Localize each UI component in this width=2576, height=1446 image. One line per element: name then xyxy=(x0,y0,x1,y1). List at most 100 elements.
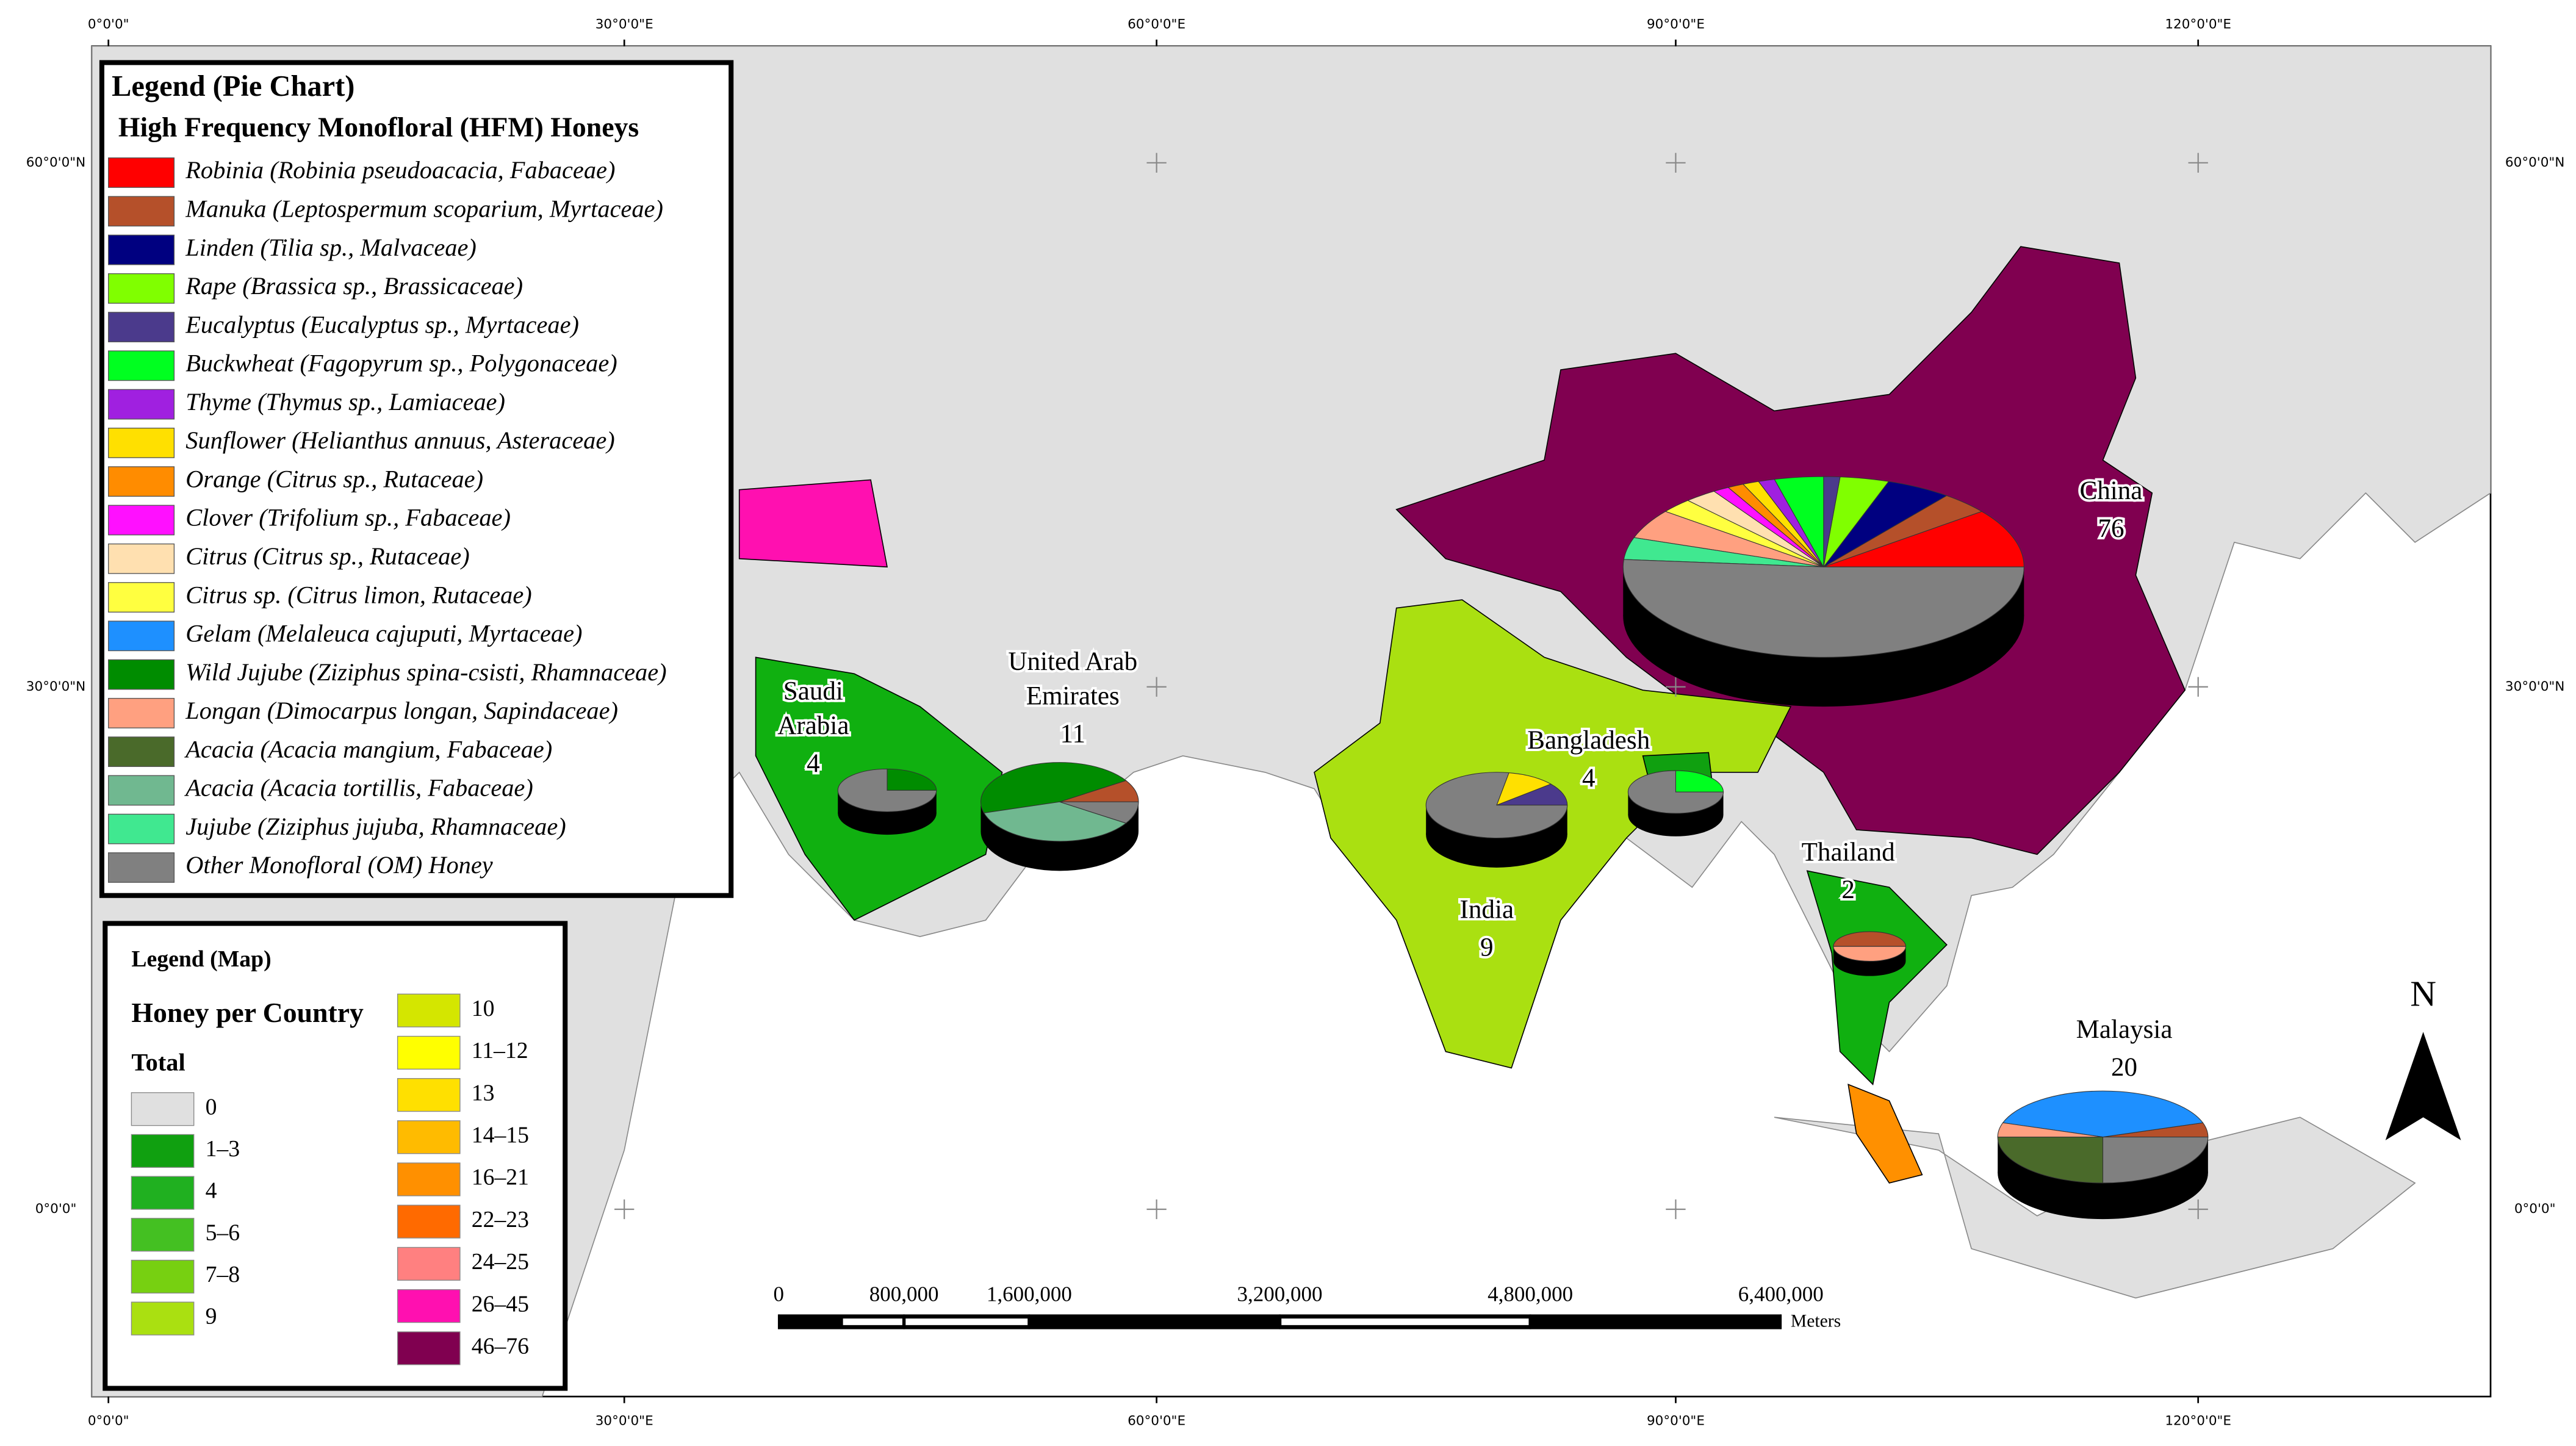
pie-slice xyxy=(980,762,1127,814)
lon-label: 30°0'0"E xyxy=(595,17,653,32)
pie-slice xyxy=(2002,1090,2204,1138)
legend-swatch xyxy=(108,697,175,728)
class-label: 7–8 xyxy=(206,1262,240,1287)
country-name: India xyxy=(1460,896,1514,924)
lat-label: 0°0'0" xyxy=(35,1201,77,1217)
country-total: 2 xyxy=(1841,876,1855,904)
north-arrow-shape xyxy=(2385,1032,2461,1140)
legend-swatch xyxy=(108,736,175,768)
legend-label: Eucalyptus (Eucalyptus sp., Myrtaceae) xyxy=(185,311,579,338)
map-legend-subtitle: Honey per Country xyxy=(131,997,364,1028)
pie-slice xyxy=(1622,559,2024,658)
class-swatch xyxy=(131,1301,195,1336)
graticule-cross xyxy=(1666,153,1686,173)
legend-label: Rape (Brassica sp., Brassicaceae) xyxy=(185,272,523,300)
class-label: 46–76 xyxy=(472,1333,529,1359)
class-swatch xyxy=(397,1078,461,1112)
pie-slice xyxy=(1425,772,1568,838)
legend-swatch xyxy=(108,775,175,806)
graticule-cross xyxy=(2188,677,2208,697)
class-label: 16–21 xyxy=(472,1165,529,1190)
scale-segment xyxy=(843,1318,902,1325)
legend-swatch xyxy=(108,582,175,613)
pie-slice xyxy=(1823,511,2024,567)
thailand xyxy=(1806,870,1948,1086)
legend-swatch xyxy=(108,157,175,188)
lon-label: 90°0'0"E xyxy=(1647,17,1705,32)
legend-label: Longan (Dimocarpus longan, Sapindaceae) xyxy=(185,697,618,724)
class-swatch xyxy=(131,1218,195,1252)
legend-label: Other Monofloral (OM) Honey xyxy=(185,851,493,879)
pie xyxy=(837,768,937,835)
legend-label: Sunflower (Helianthus annuus, Asteraceae… xyxy=(185,426,614,454)
lat-label: 60°0'0"N xyxy=(26,155,86,170)
lon-label: 0°0'0" xyxy=(88,17,129,32)
legend-label: Jujube (Ziziphus jujuba, Rhamnaceae) xyxy=(185,813,566,840)
pie xyxy=(1833,931,1906,976)
class-label: 26–45 xyxy=(472,1291,529,1317)
pie-slice xyxy=(837,768,937,812)
legend-label: Orange (Citrus sp., Rutaceae) xyxy=(185,465,483,492)
legend-swatch xyxy=(108,813,175,844)
legend-label: Buckwheat (Fagopyrum sp., Polygonaceae) xyxy=(185,350,617,377)
legend-swatch xyxy=(108,852,175,883)
scale-segment xyxy=(1281,1318,1529,1325)
pie-slice xyxy=(1496,783,1568,806)
class-label: 9 xyxy=(206,1304,217,1329)
country-name: Emirates xyxy=(1026,682,1120,711)
class-swatch xyxy=(397,993,461,1027)
country-total: 76 xyxy=(2098,514,2124,543)
lon-label: 60°0'0"E xyxy=(1128,1413,1185,1428)
legend-swatch xyxy=(108,350,175,381)
graticule-cross xyxy=(1666,1199,1686,1220)
legend-swatch xyxy=(108,273,175,304)
malaysia xyxy=(1847,1084,1923,1184)
legend-swatch xyxy=(108,466,175,497)
pie-legend-subtitle: High Frequency Monofloral (HFM) Honeys xyxy=(118,111,639,142)
class-label: 1–3 xyxy=(206,1136,240,1162)
class-swatch xyxy=(131,1259,195,1294)
pie-legend-box xyxy=(99,60,734,898)
country-total: 4 xyxy=(807,749,820,778)
lon-label: 90°0'0"E xyxy=(1647,1413,1705,1428)
legend-swatch xyxy=(108,196,175,227)
north-label: N xyxy=(2410,973,2436,1013)
graticule-cross xyxy=(1666,677,1686,697)
legend-label: Gelam (Melaleuca cajuputi, Myrtaceae) xyxy=(185,620,582,647)
graticule-cross xyxy=(2188,153,2208,173)
legend-label: Wild Jujube (Ziziphus spina-csisti, Rham… xyxy=(185,658,666,686)
class-swatch xyxy=(131,1134,195,1168)
map-legend-title: Legend (Map) xyxy=(131,946,271,972)
pie-slice xyxy=(1496,772,1552,806)
legend-label: Robinia (Robinia pseudoacacia, Fabaceae) xyxy=(185,156,615,184)
class-swatch xyxy=(397,1162,461,1196)
legend-swatch xyxy=(108,543,175,574)
scale-label: 0 xyxy=(774,1282,785,1306)
country-total: 11 xyxy=(1060,719,1085,748)
lon-label: 120°0'0"E xyxy=(2165,17,2231,32)
class-swatch xyxy=(397,1035,461,1070)
legend-label: Citrus sp. (Citrus limon, Rutaceae) xyxy=(185,581,531,608)
legend-swatch xyxy=(108,505,175,536)
scale-unit: Meters xyxy=(1791,1312,1841,1331)
country-name: Arabia xyxy=(777,711,849,740)
pie-slice xyxy=(1627,770,1724,814)
map-legend-group: Total xyxy=(131,1048,185,1076)
class-label: 14–15 xyxy=(472,1122,529,1148)
pie xyxy=(1622,476,2024,707)
pie xyxy=(1997,1090,2209,1220)
scale-label: 4,800,000 xyxy=(1488,1282,1573,1306)
north-arrow: N xyxy=(2385,973,2461,1140)
legend-label: Acacia (Acacia tortillis, Fabaceae) xyxy=(184,774,533,802)
class-label: 4 xyxy=(206,1178,217,1204)
legend-label: Citrus (Citrus sp., Rutaceae) xyxy=(185,542,469,570)
country-total: 9 xyxy=(1480,933,1494,962)
graticule-cross xyxy=(1146,153,1167,173)
pie xyxy=(980,762,1139,871)
class-label: 13 xyxy=(472,1080,495,1106)
pie-slice xyxy=(2102,1136,2209,1184)
lon-label: 0°0'0" xyxy=(88,1413,129,1428)
legend-swatch xyxy=(108,659,175,690)
